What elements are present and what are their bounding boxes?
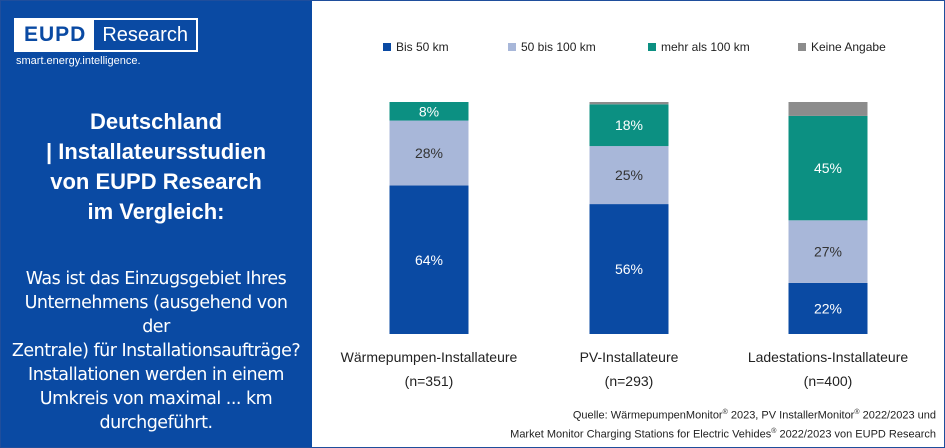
panel-question: Was ist das Einzugsgebiet Ihres Unterneh… bbox=[11, 269, 301, 433]
bar-keine-angabe-1 bbox=[589, 102, 669, 105]
bar-bis-50-km-0 bbox=[389, 185, 469, 334]
bar-50-bis-100-km-1 bbox=[589, 146, 669, 205]
sample-size-label-0: (n=351) bbox=[405, 373, 454, 389]
legend-swatch-keine-angabe bbox=[798, 43, 806, 51]
data-label-mehr-als-100-km-1: 18% bbox=[615, 117, 643, 133]
bar-mehr-als-100-km-1 bbox=[589, 104, 669, 147]
stacked-bar-chart: Bis 50 km 50 bis 100 km mehr als 100 km Kei… bbox=[341, 40, 909, 389]
bar-50-bis-100-km-0 bbox=[389, 120, 469, 186]
source-line-2: Market Monitor Charging Stations for Ele… bbox=[510, 427, 936, 441]
legend-swatch-mehr-als-100-km bbox=[648, 43, 656, 51]
legend-label-mehr-als-100-km: mehr als 100 km bbox=[661, 40, 750, 54]
bar-bis-50-km-1 bbox=[589, 204, 669, 334]
logo-right-text: Research bbox=[102, 24, 188, 46]
bar-mehr-als-100-km-2 bbox=[788, 115, 868, 221]
sample-size-label-1: (n=293) bbox=[605, 373, 654, 389]
brand-tagline: smart.energy.intelligence. bbox=[16, 55, 141, 67]
legend-label-50-bis-100-km: 50 bis 100 km bbox=[521, 40, 596, 54]
data-label-bis-50-km-0: 64% bbox=[415, 252, 443, 268]
data-label-bis-50-km-1: 56% bbox=[615, 261, 643, 277]
panel-headline: Deutschland | Installateursstudien von E… bbox=[45, 109, 267, 224]
bar-50-bis-100-km-2 bbox=[788, 220, 868, 283]
data-label-mehr-als-100-km-2: 45% bbox=[814, 160, 842, 176]
bar-bis-50-km-2 bbox=[788, 282, 868, 334]
category-label-1: PV-Installateure bbox=[580, 349, 679, 365]
bar-keine-angabe-2 bbox=[788, 102, 868, 116]
data-label-bis-50-km-2: 22% bbox=[814, 300, 842, 316]
legend-label-keine-angabe: Keine Angabe bbox=[811, 40, 886, 54]
category-label-0: Wärmepumpen-Installateure bbox=[341, 349, 518, 365]
legend-swatch-50-bis-100-km bbox=[508, 43, 516, 51]
sample-size-label-2: (n=400) bbox=[804, 373, 853, 389]
legend-label-bis-50-km: Bis 50 km bbox=[396, 40, 449, 54]
data-label-50-bis-100-km-2: 27% bbox=[814, 244, 842, 260]
data-label-50-bis-100-km-1: 25% bbox=[615, 167, 643, 183]
source-note: Quelle: WärmepumpenMonitor® 2023, PV Ins… bbox=[510, 405, 936, 442]
source-line-1: Quelle: WärmepumpenMonitor® 2023, PV Ins… bbox=[572, 409, 936, 422]
logo-left-text: EUPD bbox=[16, 20, 95, 50]
category-label-2: Ladestations-Installateure bbox=[748, 349, 909, 365]
data-label-mehr-als-100-km-0: 8% bbox=[419, 103, 439, 119]
eupd-logo: EUPD Research bbox=[14, 18, 198, 52]
bar-mehr-als-100-km-0 bbox=[389, 102, 469, 121]
legend-swatch-bis-50-km bbox=[383, 43, 391, 51]
data-label-50-bis-100-km-0: 28% bbox=[415, 145, 443, 161]
info-panel: EUPD Research smart.energy.intelligence.… bbox=[1, 1, 312, 447]
